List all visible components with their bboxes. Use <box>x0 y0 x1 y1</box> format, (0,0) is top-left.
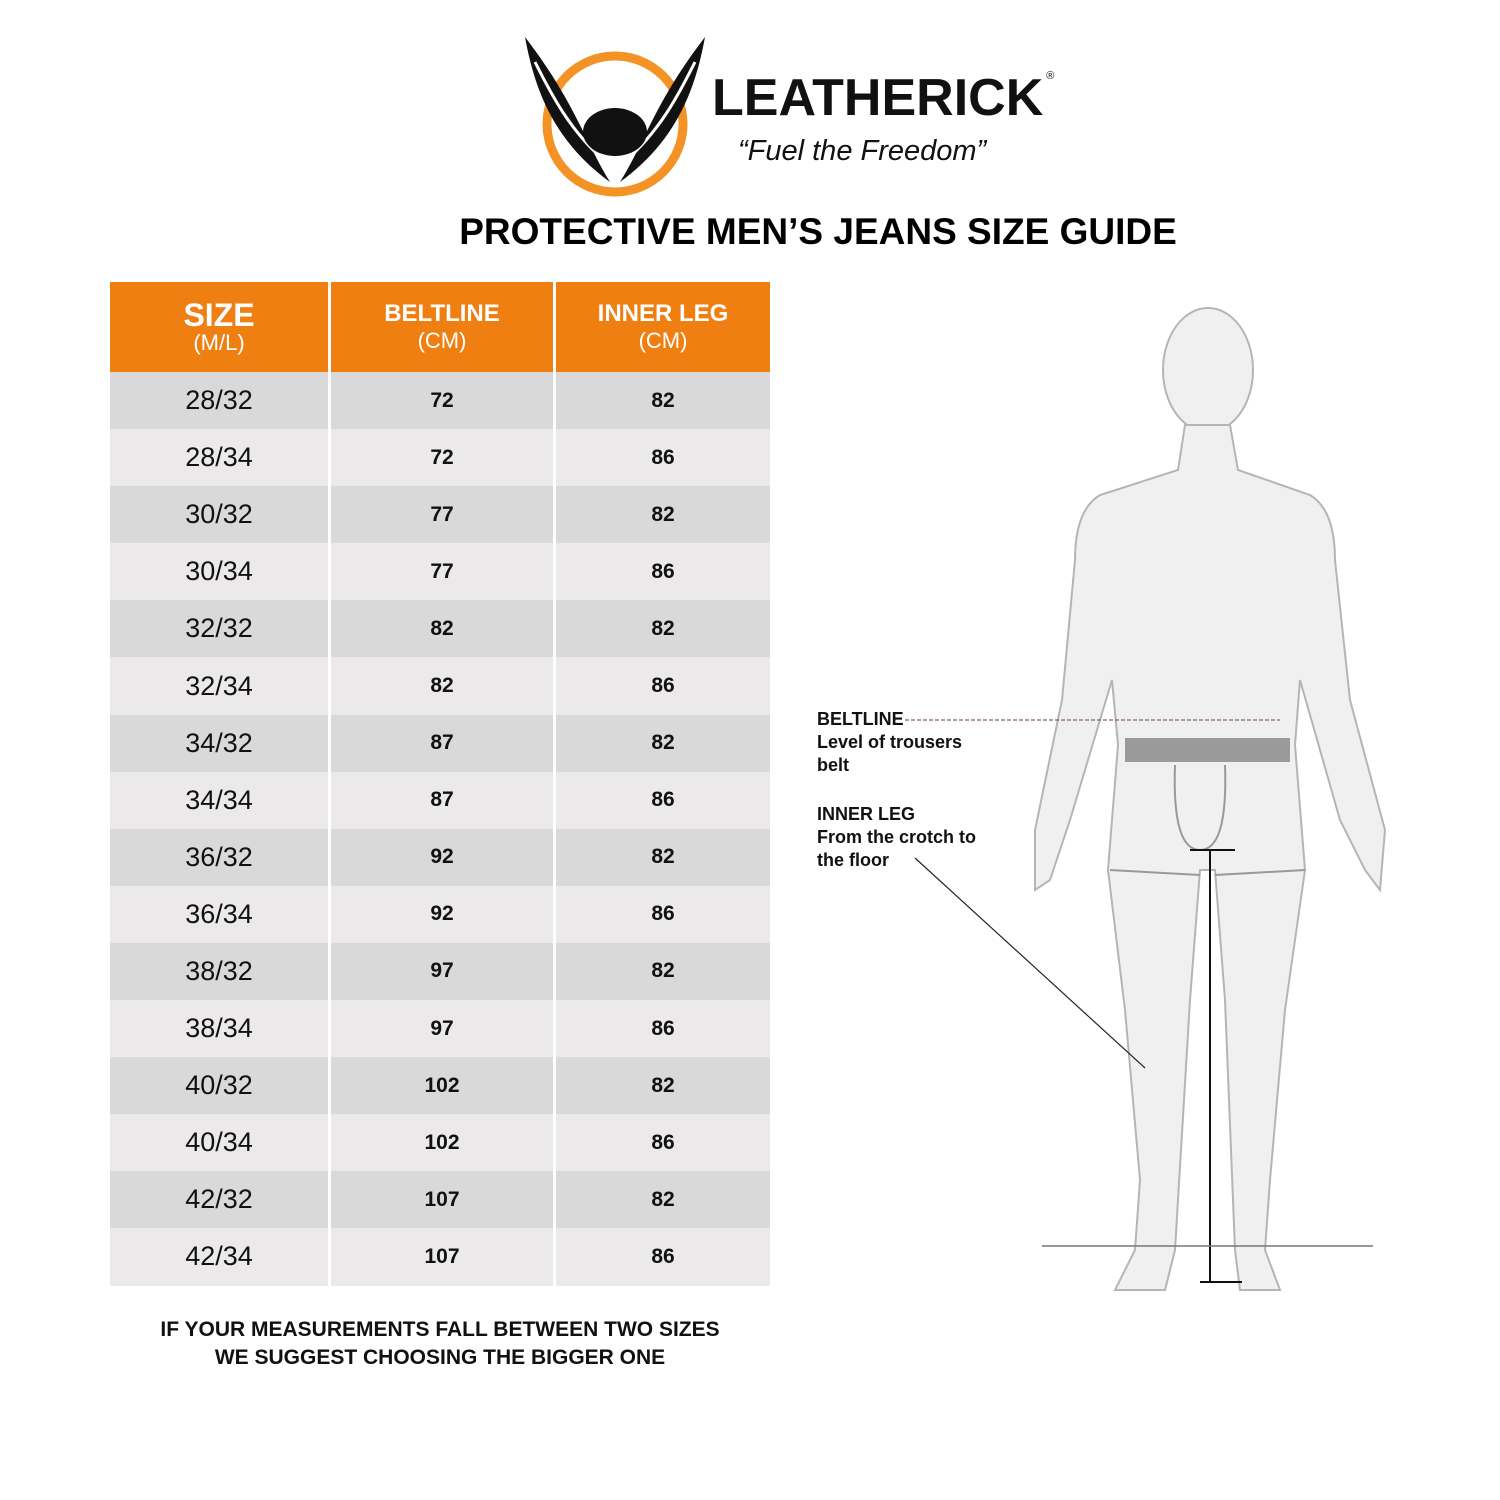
size-cell: 30/32 <box>110 486 331 544</box>
table-row: 40/34 102 86 <box>110 1114 770 1172</box>
size-cell: 42/34 <box>110 1228 331 1286</box>
brand-tagline: “Fuel the Freedom” <box>738 135 987 167</box>
inner-leg-cell: 82 <box>651 388 675 412</box>
inner-leg-cell: 86 <box>651 1244 675 1268</box>
inner-leg-cell: 86 <box>651 1016 675 1040</box>
inner-leg-desc: From the crotch to <box>817 827 977 847</box>
header-beltline: BELTLINE (CM) <box>331 282 556 372</box>
brand-name: LEATHERICK <box>712 69 1044 127</box>
inner-leg-cell: 86 <box>651 674 675 698</box>
header-unit: (M/L) <box>193 330 245 355</box>
inner-leg-cell: 82 <box>651 1187 675 1211</box>
table-header: SIZE (M/L) BELTLINE (CM) INNER LEG (CM) <box>110 282 770 372</box>
brand-wordmark: LEATHERICK ® <box>712 70 1054 126</box>
size-cell: 36/34 <box>110 885 331 943</box>
table-row: 34/32 87 82 <box>110 714 770 772</box>
size-table: SIZE (M/L) BELTLINE (CM) INNER LEG (CM) 28/… <box>110 282 770 1286</box>
header-unit: (CM) <box>417 328 467 353</box>
table-body: 28/32 72 82 28/34 72 86 30/32 77 82 30/34 77 86 32/3… <box>110 372 770 1286</box>
beltline-cell: 87 <box>331 714 556 772</box>
note-line: WE SUGGEST CHOOSING THE BIGGER ONE <box>214 1346 666 1369</box>
inner-leg-desc: the floor <box>817 850 889 870</box>
header-size: SIZE (M/L) <box>110 282 331 372</box>
header-unit: (CM) <box>638 328 688 353</box>
inner-leg-cell: 82 <box>651 502 675 526</box>
figure-body <box>1034 424 1387 1291</box>
leg-hem <box>1109 869 1306 876</box>
beltline-desc: belt <box>817 755 850 775</box>
size-cell: 32/32 <box>110 600 331 658</box>
header-label: BELTLINE <box>384 300 500 327</box>
table-row: 36/34 92 86 <box>110 885 770 943</box>
beltline-cell: 107 <box>331 1228 556 1286</box>
size-cell: 42/32 <box>110 1171 331 1229</box>
size-cell: 40/32 <box>110 1057 331 1115</box>
beltline-cell: 102 <box>331 1057 556 1115</box>
table-row: 36/32 92 82 <box>110 828 770 886</box>
inner-leg-cell: 82 <box>651 1073 675 1097</box>
size-cell: 34/34 <box>110 771 331 829</box>
beltline-cell: 92 <box>331 885 556 943</box>
size-cell: 28/32 <box>110 372 331 430</box>
beltline-title: BELTLINE <box>817 709 904 729</box>
table-row: 38/32 97 82 <box>110 942 770 1001</box>
beltline-cell: 82 <box>331 600 556 658</box>
beltline-label: BELTLINE Level of trousers belt <box>817 708 962 777</box>
inner-leg-cell: 86 <box>651 445 675 469</box>
registered-mark: ® <box>1046 70 1055 82</box>
note-line: IF YOUR MEASUREMENTS FALL BETWEEN TWO SI… <box>160 1318 720 1341</box>
table-row: 30/34 77 86 <box>110 543 770 601</box>
header-inner-leg: INNER LEG (CM) <box>556 282 770 372</box>
beltline-cell: 77 <box>331 543 556 601</box>
beltline-cell: 107 <box>331 1171 556 1229</box>
table-row: 32/32 82 82 <box>110 600 770 658</box>
table-row: 38/34 97 86 <box>110 1000 770 1058</box>
table-row: 28/34 72 86 <box>110 429 770 487</box>
figure-head <box>1162 307 1254 433</box>
size-cell: 32/34 <box>110 657 331 715</box>
page-title: PROTECTIVE MEN’S JEANS SIZE GUIDE <box>459 211 1177 252</box>
beltline-cell: 72 <box>331 429 556 487</box>
size-cell: 38/34 <box>110 1000 331 1058</box>
size-cell: 28/34 <box>110 429 331 487</box>
beltline-cell: 72 <box>331 372 556 430</box>
inner-leg-cell: 82 <box>651 616 675 640</box>
inner-leg-label: INNER LEG From the crotch to the floor <box>817 803 976 872</box>
table-row: 32/34 82 86 <box>110 657 770 715</box>
beltline-cell: 87 <box>331 771 556 829</box>
beltline-cell: 92 <box>331 828 556 886</box>
beltline-cell: 97 <box>331 942 556 1001</box>
size-cell: 30/34 <box>110 543 331 601</box>
beltline-cell: 82 <box>331 657 556 715</box>
waistband <box>1125 738 1290 762</box>
table-row: 30/32 77 82 <box>110 486 770 544</box>
pouch-seam <box>1173 764 1227 852</box>
size-cell: 36/32 <box>110 828 331 886</box>
header-label: SIZE <box>183 297 255 333</box>
brand-logo <box>525 37 705 197</box>
size-note: IF YOUR MEASUREMENTS FALL BETWEEN TWO SI… <box>110 1316 770 1372</box>
beltline-cell: 102 <box>331 1114 556 1172</box>
table-row: 28/32 72 82 <box>110 372 770 430</box>
beltline-cell: 97 <box>331 1000 556 1058</box>
size-cell: 34/32 <box>110 714 331 772</box>
table-row: 40/32 102 82 <box>110 1057 770 1115</box>
inner-leg-cell: 82 <box>651 731 675 755</box>
beltline-cell: 77 <box>331 486 556 544</box>
inner-leg-title: INNER LEG <box>817 804 916 824</box>
inner-leg-cell: 86 <box>651 902 675 926</box>
inner-leg-cell: 82 <box>651 845 675 869</box>
size-cell: 38/32 <box>110 942 331 1001</box>
size-cell: 40/34 <box>110 1114 331 1172</box>
inner-leg-cell: 86 <box>651 1130 675 1154</box>
header-label: INNER LEG <box>597 300 729 327</box>
inner-leg-cell: 82 <box>651 959 675 983</box>
inner-leg-cell: 86 <box>651 559 675 583</box>
beltline-desc: Level of trousers <box>817 732 963 752</box>
inner-leg-cell: 86 <box>651 788 675 812</box>
table-row: 42/34 107 86 <box>110 1228 770 1286</box>
table-row: 34/34 87 86 <box>110 771 770 829</box>
table-row: 42/32 107 82 <box>110 1171 770 1229</box>
inner-leg-pointer <box>914 857 1146 1069</box>
